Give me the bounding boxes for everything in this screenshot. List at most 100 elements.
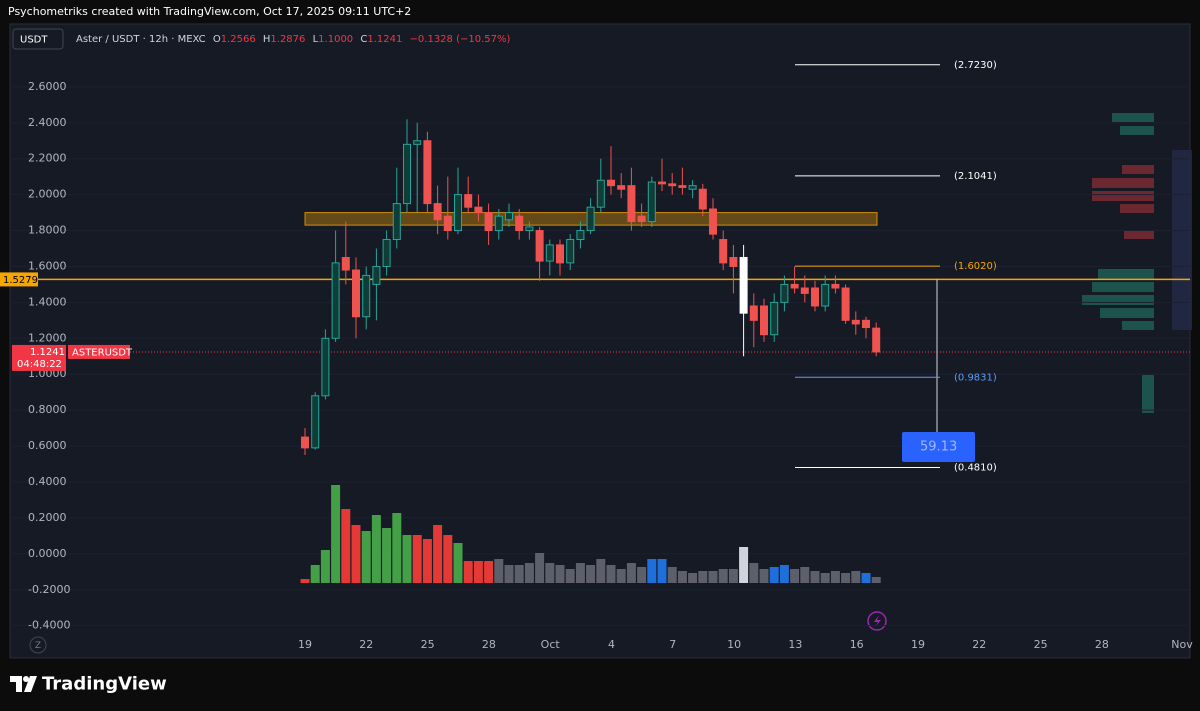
volume-bar xyxy=(331,485,341,583)
volume-bar xyxy=(790,569,800,583)
volume-bar xyxy=(596,559,606,583)
candle-body xyxy=(464,194,473,208)
candle-body xyxy=(821,283,830,307)
candle-body xyxy=(596,179,605,208)
volume-bar xyxy=(637,567,647,583)
volume-bar xyxy=(443,535,453,583)
volume-bar xyxy=(708,571,718,583)
candle-body xyxy=(515,215,524,232)
candle-body xyxy=(474,206,483,214)
x-tick-label: 19 xyxy=(911,638,925,651)
x-tick-label: 10 xyxy=(727,638,741,651)
candle-body xyxy=(403,143,411,205)
volume-bar xyxy=(759,569,769,583)
volume-bar xyxy=(677,571,687,583)
alert-icon[interactable] xyxy=(867,611,887,631)
ob-box xyxy=(1142,375,1154,413)
y-tick-label: 2.0000 xyxy=(28,188,67,201)
l-label: L xyxy=(313,34,319,45)
candle-body xyxy=(739,256,748,314)
candle-body xyxy=(780,283,789,303)
volume-bar xyxy=(575,563,585,583)
volume-bar xyxy=(657,559,667,583)
x-tick-label: 19 xyxy=(298,638,312,651)
candle-body xyxy=(627,185,636,223)
candle-body xyxy=(484,212,493,232)
candle-body xyxy=(535,230,544,262)
candle-body xyxy=(872,327,881,353)
volume-bar xyxy=(647,559,657,583)
volume-bar xyxy=(861,573,871,583)
candle-body xyxy=(454,194,462,232)
volume-bar xyxy=(718,569,728,583)
candle-body xyxy=(586,206,595,232)
candle-body xyxy=(647,181,656,223)
volume-bar xyxy=(494,559,504,583)
volume-bar xyxy=(555,565,565,583)
order-book-overlay xyxy=(1082,113,1192,413)
symbol-label: ASTERUSDT xyxy=(72,347,133,358)
volume-bar xyxy=(810,571,820,583)
x-tick-label: 4 xyxy=(608,638,615,651)
volume-bar xyxy=(453,543,463,583)
candle-body xyxy=(545,244,554,262)
candle-body xyxy=(494,215,503,232)
ob-box xyxy=(1120,126,1154,135)
volume-bar xyxy=(841,573,851,583)
candle-body xyxy=(576,230,585,241)
candle-body xyxy=(423,140,432,205)
legend: Aster / USDT · 12h · MEXC O1.2566 H1.287… xyxy=(76,34,510,45)
y-tick-label: 1.4000 xyxy=(28,295,67,308)
y-tick-label: -0.2000 xyxy=(28,583,70,596)
candle-body xyxy=(760,305,768,336)
high: 1.2876 xyxy=(270,34,305,45)
candle-body xyxy=(688,185,697,190)
ob-box xyxy=(1122,321,1154,330)
candle-body xyxy=(719,239,728,264)
volume-bar xyxy=(698,571,708,583)
measure-box xyxy=(902,432,975,462)
ob-box xyxy=(1124,230,1154,239)
volume-bar xyxy=(586,565,596,583)
c-label: C xyxy=(360,34,367,45)
candle-body xyxy=(800,287,809,294)
currency-button[interactable] xyxy=(12,28,64,50)
candle-body xyxy=(841,287,850,321)
candle-body xyxy=(352,269,360,318)
volume-bar xyxy=(728,569,738,583)
logo-mark xyxy=(10,676,22,692)
candle-body xyxy=(637,215,646,223)
candle-body xyxy=(811,287,819,307)
volume-bar xyxy=(351,525,361,583)
volume-bar xyxy=(300,579,310,583)
candle-body xyxy=(301,436,309,449)
ob-column xyxy=(1172,150,1192,330)
fib-label: (2.1041) xyxy=(954,171,997,182)
volume-bar xyxy=(667,567,677,583)
ob-box xyxy=(1098,269,1154,279)
volume-bar xyxy=(463,561,473,583)
y-tick-label: 0.6000 xyxy=(28,439,67,452)
countdown: 04:48:22 xyxy=(17,359,62,370)
alert-bolt xyxy=(874,615,881,627)
candle-body xyxy=(362,274,371,318)
volume-bar xyxy=(310,565,320,583)
volume-bar xyxy=(392,513,402,583)
ob-box xyxy=(1092,191,1154,201)
volume-bar xyxy=(433,525,443,583)
z-button[interactable] xyxy=(29,636,47,654)
ob-box xyxy=(1120,204,1154,213)
volume-bar xyxy=(514,565,524,583)
fib-label: (1.6020) xyxy=(954,261,997,272)
volume-bar xyxy=(473,561,483,583)
ob-box xyxy=(1092,178,1154,188)
open: 1.2566 xyxy=(221,34,256,45)
ob-box xyxy=(1112,113,1154,122)
volume-bar xyxy=(851,571,861,583)
volume-bar xyxy=(371,515,381,583)
z-label: Z xyxy=(35,641,41,651)
x-tick-label: 7 xyxy=(669,638,676,651)
y-tick-label: 0.2000 xyxy=(28,511,67,524)
